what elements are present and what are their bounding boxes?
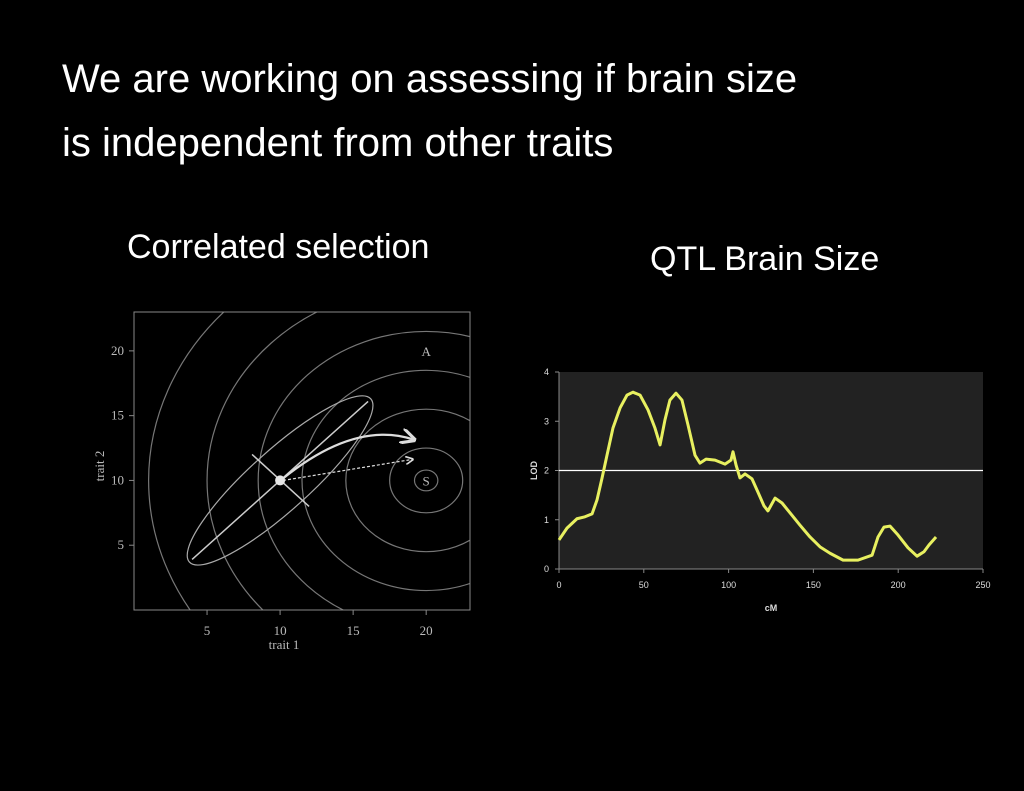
- x-tick-label: 100: [721, 580, 736, 590]
- x-tick-label: 5: [204, 623, 211, 638]
- slide-title: We are working on assessing if brain siz…: [62, 57, 797, 101]
- y-axis-label: LOD: [529, 461, 539, 480]
- chart-title: QTL Brain Size: [650, 240, 879, 278]
- contour: [413, 469, 439, 492]
- slide-title: is independent from other traits: [62, 121, 613, 165]
- contours: [148, 312, 470, 610]
- x-tick-label: 200: [891, 580, 906, 590]
- y-tick-label: 15: [111, 408, 124, 423]
- x-tick-label: 50: [639, 580, 649, 590]
- annotation: A: [421, 344, 431, 359]
- contour: [148, 312, 225, 610]
- x-tick-label: 15: [347, 623, 360, 638]
- plot-frame: [133, 311, 471, 611]
- x-tick-label: 150: [806, 580, 821, 590]
- selection-arrow: [282, 459, 412, 482]
- x-tick-label: 10: [274, 623, 287, 638]
- x-tick-label: 250: [975, 580, 990, 590]
- contour: [257, 330, 470, 610]
- point: [275, 475, 286, 486]
- contour: [301, 369, 470, 592]
- chart-title: Correlated selection: [127, 228, 429, 266]
- x-axis-label: cM: [765, 603, 778, 613]
- y-tick-label: 2: [544, 466, 549, 476]
- variance-ellipse: [186, 395, 374, 566]
- y-tick-label: 10: [111, 472, 124, 487]
- annotation: S: [423, 473, 430, 488]
- y-tick-label: 4: [544, 367, 549, 377]
- x-tick-label: 20: [420, 623, 433, 638]
- y-tick-label: 1: [544, 515, 549, 525]
- lod-curve: [557, 390, 938, 562]
- y-tick-label: 0: [544, 564, 549, 574]
- y-tick-label: 5: [118, 537, 125, 552]
- contour: [389, 447, 464, 514]
- contour: [206, 312, 319, 610]
- y-axis-label: trait 2: [92, 451, 107, 482]
- contour: [345, 408, 470, 553]
- x-tick-label: 0: [556, 580, 561, 590]
- y-tick-label: 3: [544, 416, 549, 426]
- x-axis-label: trait 1: [269, 637, 300, 652]
- y-tick-label: 20: [111, 343, 124, 358]
- response-arrow: [282, 435, 413, 480]
